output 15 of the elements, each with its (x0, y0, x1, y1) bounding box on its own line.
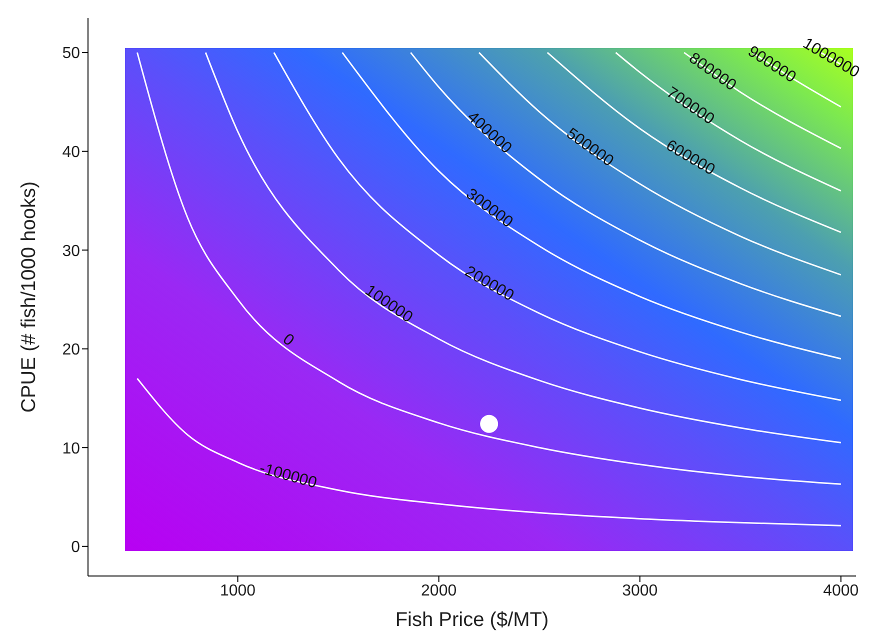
y-tick-label: 50 (62, 45, 80, 62)
line-series (136, 378, 842, 526)
y-tick-label: 10 (62, 440, 80, 458)
x-tick-label: 4000 (823, 582, 859, 600)
y-tick-label: 20 (62, 342, 80, 359)
x-axis-title: Fish Price ($/MT) (395, 609, 549, 631)
y-tick-label: 40 (62, 144, 80, 162)
x-tick-label: 2000 (421, 582, 457, 600)
text: 0 (279, 330, 298, 350)
text: -100000 (258, 460, 319, 492)
y-axis-title: CPUE (# fish/1000 hooks) (18, 181, 40, 413)
x-tick-label: 1000 (220, 582, 256, 600)
y-tick-label: 0 (71, 539, 80, 556)
x-tick-label: 3000 (622, 582, 658, 600)
y-tick-label: 30 (62, 242, 80, 260)
